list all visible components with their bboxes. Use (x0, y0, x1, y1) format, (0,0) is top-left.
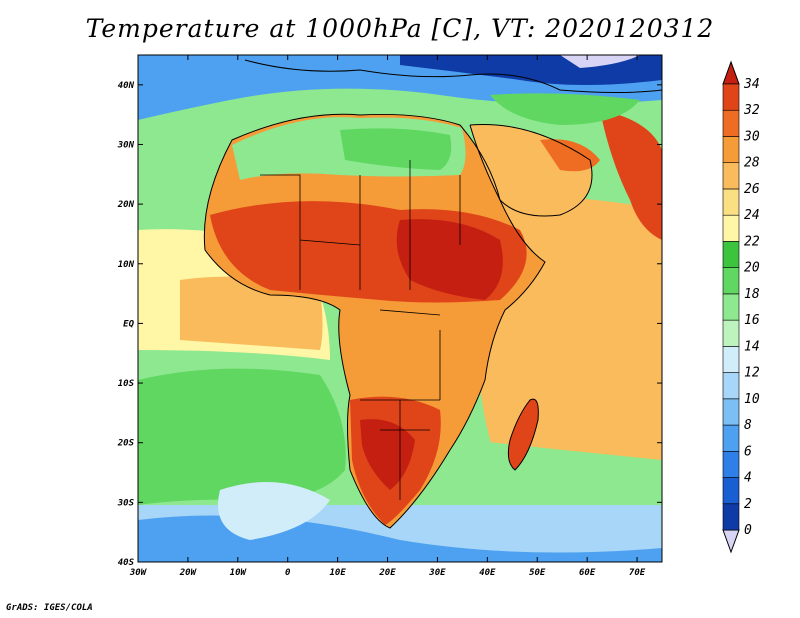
colorbar-label: 2 (744, 497, 752, 512)
colorbar-label: 6 (744, 444, 752, 459)
map-title: Temperature at 1000hPa [C], VT: 20201203… (85, 14, 715, 43)
colorbar-cell (722, 267, 740, 295)
europe-coastline (244, 59, 662, 93)
colorbar-cell (722, 477, 740, 505)
colorbar-label: 32 (743, 103, 760, 118)
colorbar-label: 10 (744, 392, 760, 407)
colorbar-cell (722, 450, 740, 478)
x-tick-label: 50E (529, 568, 546, 578)
y-tick-label: 40S (118, 558, 135, 568)
arabia-coastline (469, 123, 593, 217)
x-tick-label: 70E (629, 568, 646, 578)
y-tick-label: 30S (117, 498, 135, 508)
colorbar-cell (722, 398, 740, 426)
colorbar-label: 28 (744, 156, 760, 171)
y-tick-label: 10N (118, 260, 135, 270)
colorbar-over-arrow (722, 60, 740, 85)
colorbar-label: 22 (744, 234, 760, 249)
colorbar-cell (722, 293, 740, 321)
colorbar-label: 18 (744, 287, 760, 302)
colorbar-cell (722, 136, 740, 164)
colorbar-cell (722, 214, 740, 242)
middle-east-cool (490, 93, 640, 125)
colorbar-cell (722, 372, 740, 400)
x-tick-label: 40E (479, 568, 496, 578)
india-hot (600, 110, 662, 240)
x-tick-label: 0 (285, 568, 291, 578)
x-tick-label: 60E (579, 568, 596, 578)
madagascar (508, 399, 539, 470)
colorbar-cell (722, 188, 740, 216)
congo-basin (340, 303, 454, 390)
y-tick-label: 20N (117, 200, 135, 210)
y-tick-label: 20S (117, 439, 135, 449)
colorbar-label: 20 (744, 261, 760, 276)
plot-frame (137, 54, 663, 563)
y-tick-label: 30N (117, 140, 135, 150)
temperature-field (138, 55, 662, 562)
credit-label: GrADS: IGES/COLA (6, 603, 93, 613)
colorbar-label: 24 (744, 208, 760, 223)
x-tick-label: 20W (179, 568, 198, 578)
y-tick-label: EQ (123, 319, 134, 329)
south-atlantic-light (218, 482, 330, 540)
colorbar-label: 26 (744, 182, 760, 197)
x-tick-label: 30W (129, 568, 148, 578)
colorbar-cell (722, 319, 740, 347)
colorbar-cell (722, 503, 740, 531)
colorbar-under-arrow (722, 529, 740, 554)
x-tick-label: 10W (230, 568, 248, 578)
colorbar-cell (722, 241, 740, 268)
colorbar-label: 0 (744, 523, 752, 538)
africa-coastline (203, 113, 546, 529)
colorbar-label: 12 (744, 366, 760, 381)
madagascar-coastline (507, 398, 539, 471)
colorbar-label: 4 (744, 471, 752, 486)
colorbar-label: 8 (744, 418, 752, 433)
axis-ticks: 30W 20W 10W 0 10E 20E 30E 40E 50E 60E 70E 40S 30S 20S… (117, 55, 662, 578)
sahara-green-core (340, 128, 452, 170)
colorbar-cell (722, 83, 740, 111)
x-tick-label: 20E (378, 568, 396, 578)
y-tick-label: 10S (118, 379, 135, 389)
colorbar-label: 16 (744, 313, 760, 328)
country-borders (260, 160, 461, 500)
colorbar-cell (722, 109, 740, 137)
north-pole-cap (560, 55, 640, 68)
x-tick-label: 30E (428, 568, 446, 578)
y-tick-label: 40N (118, 81, 135, 91)
south-atlantic-cool (138, 368, 346, 505)
east-africa-hot (396, 219, 503, 300)
colorbar-cell (722, 424, 740, 452)
colorbar-label: 34 (743, 77, 760, 92)
colorbar-label: 30 (743, 129, 760, 144)
colorbar-cell (722, 162, 740, 190)
kalahari-core (360, 419, 415, 490)
colorbar-label: 14 (744, 339, 760, 354)
colorbar-cell (722, 346, 740, 373)
arabia-hot-coast (540, 139, 600, 172)
x-tick-label: 10E (329, 568, 346, 578)
